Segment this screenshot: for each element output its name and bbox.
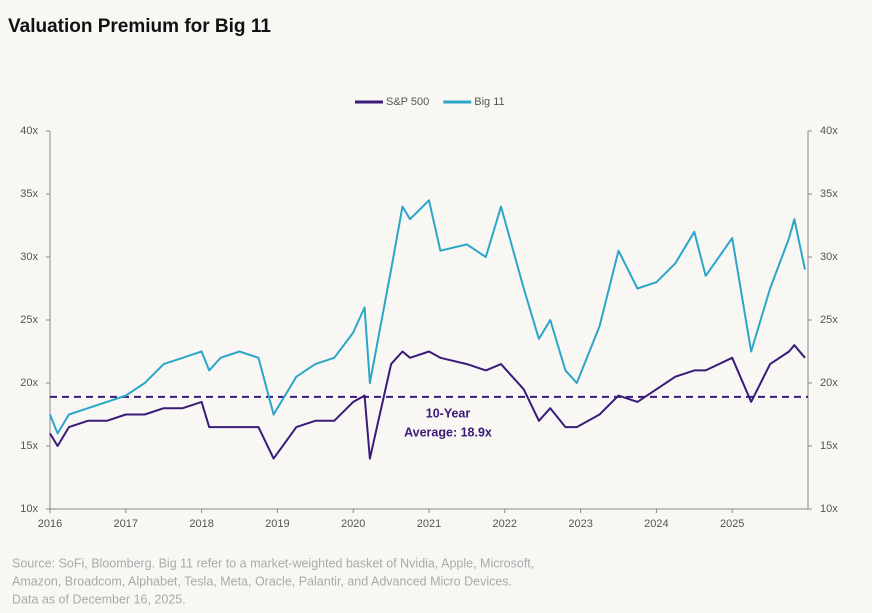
y2-tick-label: 35x	[820, 188, 838, 200]
y2-tick-label: 20x	[820, 377, 838, 389]
x-tick-label: 2025	[720, 518, 744, 530]
series-line	[49, 199, 806, 435]
footnote: Data as of December 16, 2025.	[12, 592, 186, 606]
chart-title: Valuation Premium for Big 11	[8, 16, 271, 37]
y-tick-label: 25x	[20, 314, 38, 326]
x-tick-label: 2016	[38, 518, 62, 530]
y-tick-label: 40x	[20, 125, 38, 137]
x-tick-label: 2024	[644, 518, 668, 530]
y-tick-label: 30x	[20, 251, 38, 263]
footnote: Amazon, Broadcom, Alphabet, Tesla, Meta,…	[12, 574, 512, 588]
series-line	[49, 344, 806, 460]
annotation: 10-Year	[426, 406, 471, 420]
annotation: Average: 18.9x	[404, 425, 492, 439]
x-tick-label: 2022	[493, 518, 517, 530]
legend-label: Big 11	[474, 96, 504, 108]
y2-tick-label: 30x	[820, 251, 838, 263]
x-tick-label: 2019	[265, 518, 289, 530]
y-tick-label: 20x	[20, 377, 38, 389]
y2-tick-label: 40x	[820, 125, 838, 137]
x-tick-label: 2021	[417, 518, 441, 530]
x-tick-label: 2020	[341, 518, 365, 530]
y2-tick-label: 15x	[820, 440, 838, 452]
x-tick-label: 2018	[189, 518, 213, 530]
footnote: Source: SoFi, Bloomberg. Big 11 refer to…	[12, 556, 534, 570]
y2-tick-label: 10x	[820, 503, 838, 515]
y-tick-label: 35x	[20, 188, 38, 200]
y2-tick-label: 25x	[820, 314, 838, 326]
x-tick-label: 2023	[568, 518, 592, 530]
y-tick-label: 15x	[20, 440, 38, 452]
legend-label: S&P 500	[386, 96, 429, 108]
y-tick-label: 10x	[20, 503, 38, 515]
x-tick-label: 2017	[114, 518, 138, 530]
